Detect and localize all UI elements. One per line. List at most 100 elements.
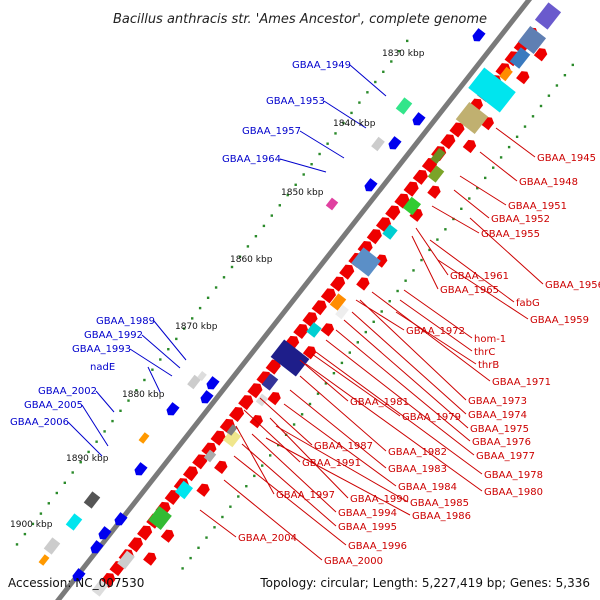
scale-tick-mark: [39, 512, 43, 515]
reverse-gene-label: GBAA_1990: [350, 494, 409, 505]
reverse-leader-line: [299, 359, 349, 402]
reverse-leader-line: [495, 127, 536, 158]
scale-tick-label: 1890 kbp: [66, 454, 109, 464]
reverse-gene-arrow-shape: [284, 335, 300, 351]
scale-tick-mark: [222, 276, 226, 279]
scale-tick-mark: [358, 101, 361, 104]
reverse-gene-arrow: [311, 300, 327, 316]
forward-leader-line: [95, 390, 115, 413]
scale-tick-mark: [326, 142, 329, 145]
scale-tick-label: 1860 kbp: [230, 255, 273, 265]
scale-tick-mark: [571, 63, 574, 67]
scale-tick-mark: [254, 235, 258, 238]
scale-tick-mark: [523, 125, 527, 128]
reverse-gene-label: thrC: [474, 347, 495, 358]
scale-tick-mark: [412, 269, 415, 272]
reverse-gene-arrow: [427, 185, 441, 199]
reverse-leader-line: [199, 509, 237, 538]
reverse-gene-arrow: [412, 169, 428, 185]
reverse-gene-arrow-shape: [339, 264, 355, 280]
forward-gene-arrow-shape: [98, 526, 112, 540]
reverse-gene-arrow-shape: [320, 323, 335, 337]
scale-tick-mark: [47, 502, 50, 505]
reverse-gene-arrow-shape: [100, 572, 116, 589]
reverse-gene-label: GBAA_2004: [238, 533, 297, 544]
scale-tick-mark: [277, 443, 280, 447]
reverse-leader-line: [259, 397, 313, 446]
forward-gene-arrow: [472, 28, 486, 42]
feature-block: [351, 247, 381, 277]
scale-tick-mark: [492, 166, 495, 169]
forward-gene-label: GBAA_1993: [72, 344, 131, 355]
reverse-leader-line: [325, 339, 475, 456]
forward-gene-arrow: [206, 376, 220, 390]
scale-tick-mark: [340, 361, 344, 365]
reverse-gene-arrow: [249, 414, 263, 429]
reverse-leader-line: [311, 353, 401, 417]
reverse-gene-label: GBAA_1965: [440, 285, 499, 296]
scale-tick-mark: [324, 382, 328, 385]
forward-gene-label: GBAA_1964: [222, 154, 281, 165]
scale-tick-mark: [436, 238, 439, 241]
feature-block: [117, 550, 135, 570]
reverse-gene-arrow: [533, 48, 548, 62]
scale-tick-mark: [316, 392, 320, 395]
scale-tick-mark: [507, 145, 511, 149]
scale-tick-mark: [318, 152, 321, 156]
feature-block: [371, 136, 385, 152]
forward-gene-arrow: [90, 540, 104, 554]
scale-tick-mark: [15, 543, 19, 546]
reverse-gene-arrow-shape: [302, 346, 317, 360]
feature-block: [148, 505, 172, 531]
scale-tick-mark: [31, 522, 35, 526]
reverse-leader-line: [359, 299, 467, 401]
reverse-gene-label: GBAA_1977: [476, 451, 535, 462]
scale-tick-mark: [246, 245, 250, 248]
reverse-gene-arrow: [210, 430, 226, 446]
reverse-gene-arrow-shape: [196, 483, 210, 497]
reverse-gene-label: GBAA_2000: [324, 556, 383, 567]
reverse-gene-label: GBAA_1959: [530, 315, 589, 326]
scale-tick-mark: [444, 228, 447, 231]
scale-tick-mark: [356, 341, 359, 344]
reverse-gene-label: GBAA_1978: [484, 470, 543, 481]
feature-block: [430, 148, 446, 164]
reverse-gene-arrow-shape: [164, 489, 180, 506]
reverse-gene-arrow: [320, 288, 336, 304]
reverse-leader-line: [283, 403, 397, 487]
forward-gene-label: nadE: [90, 362, 115, 373]
scale-tick-mark: [468, 197, 471, 200]
reverse-gene-arrow-shape: [385, 205, 401, 221]
forward-leader-line: [279, 158, 327, 173]
scale-tick-mark: [382, 70, 385, 73]
reverse-leader-line: [343, 319, 469, 429]
scale-tick-mark: [245, 485, 248, 488]
feature-block: [65, 513, 83, 531]
scale-tick-mark: [294, 183, 297, 186]
reverse-gene-arrow: [330, 276, 346, 292]
scale-tick-mark: [151, 368, 154, 371]
scale-tick-mark: [189, 556, 192, 560]
scale-tick-mark: [515, 135, 519, 138]
scale-tick-mark: [555, 84, 559, 87]
scale-tick-mark: [420, 258, 423, 262]
reverse-gene-arrow-shape: [373, 254, 388, 268]
scale-tick-mark: [366, 91, 369, 94]
genome-backbone: [55, 0, 533, 600]
scale-tick-mark: [460, 207, 463, 210]
reverse-leader-line: [251, 433, 337, 513]
reverse-gene-arrow: [302, 346, 317, 360]
forward-gene-arrow-shape: [364, 178, 378, 192]
feature-block: [329, 293, 347, 311]
scale-tick-mark: [286, 193, 289, 197]
scale-tick-mark: [310, 163, 313, 166]
scale-tick-mark: [229, 505, 232, 508]
forward-gene-arrow-shape: [114, 512, 128, 526]
accession-text: Accession: NC_007530: [8, 576, 144, 590]
reverse-leader-line: [289, 389, 387, 469]
reverse-leader-line: [269, 417, 349, 499]
reverse-leader-line: [335, 329, 471, 442]
reverse-gene-arrow-shape: [533, 48, 548, 62]
